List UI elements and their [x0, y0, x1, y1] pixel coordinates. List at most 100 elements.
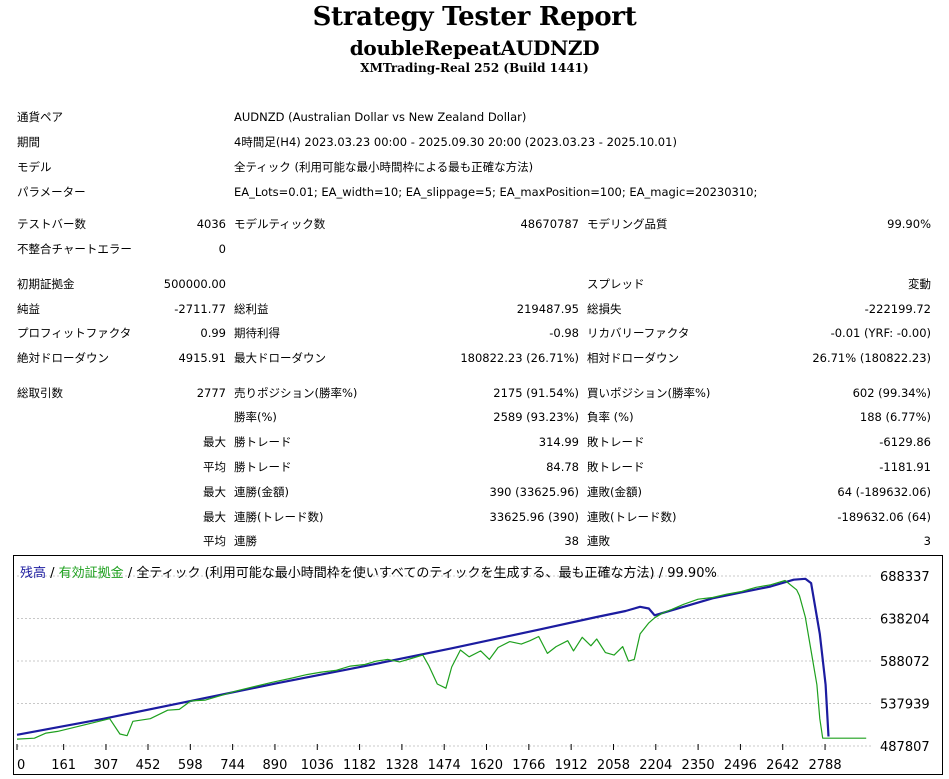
- max-consec-losses-value: 64 (-189632.06): [837, 485, 931, 499]
- x-tick-label: 2350: [682, 758, 715, 773]
- max-consec-count-prefix: 最大: [203, 510, 226, 524]
- net-profit-value: -2711.77: [174, 302, 226, 316]
- abs-drawdown-label: 絶対ドローダウン: [17, 351, 109, 365]
- win-rate-value: 2589 (93.23%): [493, 410, 579, 424]
- recovery-factor-value: -0.01 (YRF: -0.00): [830, 326, 931, 340]
- max-consec-profit-value: 33625.96 (390): [489, 510, 579, 524]
- x-tick-label: 2204: [639, 758, 672, 773]
- x-tick-label: 452: [136, 758, 161, 773]
- largest-win-value: 314.99: [538, 435, 579, 449]
- info-label-symbol: 通貨ペア: [17, 110, 63, 124]
- y-tick-label: 487807: [880, 740, 930, 755]
- x-tick-label: 744: [220, 758, 245, 773]
- profit-factor-value: 0.99: [200, 326, 226, 340]
- average-win-label: 勝トレード: [234, 460, 292, 474]
- legend-balance: 残高: [20, 566, 47, 581]
- average-prefix: 平均: [203, 460, 226, 474]
- quality-label: モデリング品質: [587, 217, 668, 231]
- deposit-value: 500000.00: [163, 277, 226, 291]
- avg-consec-wins-value: 38: [564, 534, 579, 548]
- abs-drawdown-value: 4915.91: [178, 351, 226, 365]
- x-tick-label: 2058: [597, 758, 630, 773]
- info-value-parameters: EA_Lots=0.01; EA_width=10; EA_slippage=5…: [234, 185, 758, 199]
- short-positions-value: 2175 (91.54%): [493, 386, 579, 400]
- x-tick-label: 1328: [385, 758, 418, 773]
- x-tick-label: 2642: [766, 758, 799, 773]
- mismatch-value: 0: [218, 242, 226, 256]
- x-tick-label: 1912: [555, 758, 588, 773]
- ea-name: doubleRepeatAUDNZD: [349, 36, 600, 60]
- x-tick-label: 1474: [428, 758, 461, 773]
- legend-equity: 有効証拠金: [58, 566, 124, 581]
- chart-plot: 688337 638204 588072 537939 487807 0 161 307 452…: [16, 570, 930, 773]
- average-win-value: 84.78: [546, 460, 579, 474]
- gross-loss-label: 総損失: [587, 302, 622, 316]
- equity-line: [16, 579, 867, 740]
- x-tick-label: 890: [263, 758, 288, 773]
- largest-loss-value: -6129.86: [879, 435, 931, 449]
- x-tick-label: 1036: [301, 758, 334, 773]
- short-positions-label: 売りポジション(勝率%): [234, 386, 358, 400]
- info-value-model: 全ティック (利用可能な最小時間枠による最も正確な方法): [234, 160, 534, 174]
- legend-rest: / 全ティック (利用可能な最小時間枠を使いすべてのティックを生成する、最も正確…: [123, 566, 717, 581]
- max-drawdown-label: 最大ドローダウン: [234, 351, 326, 365]
- balance-equity-chart: 688337 638204 588072 537939 487807 0 161 307 452…: [13, 555, 943, 775]
- deposit-label: 初期証拠金: [17, 277, 75, 291]
- y-tick-label: 688337: [880, 570, 930, 585]
- info-label-model: モデル: [17, 160, 52, 174]
- x-tick-label: 307: [94, 758, 119, 773]
- x-tick-label: 1620: [470, 758, 503, 773]
- recovery-factor-label: リカバリーファクタ: [587, 326, 690, 340]
- long-positions-label: 買いポジション(勝率%): [587, 386, 711, 400]
- max-consec-losses-label: 連敗(金額): [587, 485, 642, 499]
- loss-rate-label: 負率 (%): [587, 410, 634, 424]
- spread-label: スプレッド: [587, 277, 645, 291]
- max-consec-prefix: 最大: [203, 485, 226, 499]
- max-consec-loss-count-value: -189632.06 (64): [837, 510, 931, 524]
- x-tick-label: 2496: [724, 758, 757, 773]
- mismatch-label: 不整合チャートエラー: [17, 242, 132, 256]
- gross-loss-value: -222199.72: [864, 302, 931, 316]
- rel-drawdown-label: 相対ドローダウン: [587, 351, 679, 365]
- x-tick-label: 161: [51, 758, 76, 773]
- max-drawdown-value: 180822.23 (26.71%): [460, 351, 579, 365]
- max-consec-profit-label: 連勝(トレード数): [234, 510, 324, 524]
- expected-payoff-value: -0.98: [549, 326, 579, 340]
- bars-label: テストバー数: [17, 217, 86, 231]
- bars-value: 4036: [196, 217, 226, 231]
- y-tick-label: 638204: [880, 613, 930, 628]
- spread-value: 変動: [908, 277, 931, 291]
- long-positions-value: 602 (99.34%): [852, 386, 931, 400]
- total-trades-label: 総取引数: [17, 386, 63, 400]
- avg-consec-wins-label: 連勝: [234, 534, 257, 548]
- report-title: Strategy Tester Report: [312, 2, 637, 32]
- total-trades-value: 2777: [196, 386, 226, 400]
- avg-consec-prefix: 平均: [203, 534, 226, 548]
- gross-profit-value: 219487.95: [516, 302, 579, 316]
- ticks-value: 48670787: [520, 217, 579, 231]
- info-value-symbol: AUDNZD (Australian Dollar vs New Zealand…: [234, 110, 527, 124]
- loss-rate-value: 188 (6.77%): [859, 410, 931, 424]
- legend-sep: /: [46, 566, 59, 581]
- profit-factor-label: プロフィットファクタ: [17, 326, 132, 340]
- win-rate-label: 勝率(%): [234, 410, 277, 424]
- average-loss-label: 敗トレード: [587, 460, 645, 474]
- expected-payoff-label: 期待利得: [234, 326, 280, 340]
- quality-value: 99.90%: [887, 217, 931, 231]
- rel-drawdown-value: 26.71% (180822.23): [812, 351, 931, 365]
- y-tick-label: 588072: [880, 655, 930, 670]
- x-tick-label: 2788: [809, 758, 842, 773]
- max-consec-loss-count-label: 連敗(トレード数): [587, 510, 677, 524]
- y-tick-label: 537939: [880, 698, 930, 713]
- largest-prefix: 最大: [203, 435, 226, 449]
- x-tick-label: 1766: [512, 758, 545, 773]
- max-consec-wins-label: 連勝(金額): [234, 485, 289, 499]
- info-label-parameters: パラメーター: [17, 185, 86, 199]
- balance-line: [16, 577, 830, 737]
- server-build: XMTrading-Real 252 (Build 1441): [360, 61, 589, 75]
- net-profit-label: 純益: [17, 302, 40, 316]
- largest-win-label: 勝トレード: [234, 435, 292, 449]
- average-loss-value: -1181.91: [879, 460, 931, 474]
- info-label-period: 期間: [17, 135, 40, 149]
- x-tick-label: 1182: [343, 758, 376, 773]
